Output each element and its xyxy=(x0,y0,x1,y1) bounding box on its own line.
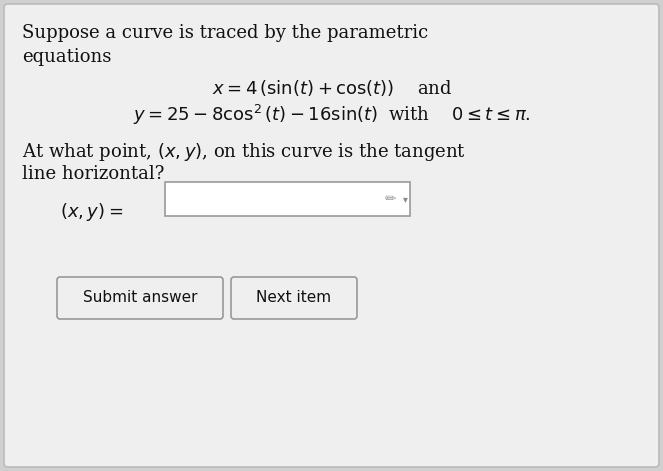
Text: At what point, $(x, y)$, on this curve is the tangent: At what point, $(x, y)$, on this curve i… xyxy=(22,141,466,163)
Text: line horizontal?: line horizontal? xyxy=(22,165,164,183)
Text: $y = 25 - 8\cos^2(t) - 16\sin(t)\;$ with $\quad 0 \leq t \leq \pi.$: $y = 25 - 8\cos^2(t) - 16\sin(t)\;$ with… xyxy=(133,103,531,127)
FancyBboxPatch shape xyxy=(231,277,357,319)
Text: $(x, y) =$: $(x, y) =$ xyxy=(60,201,123,223)
Text: equations: equations xyxy=(22,48,111,66)
FancyBboxPatch shape xyxy=(165,182,410,216)
Text: ▾: ▾ xyxy=(402,194,408,204)
Text: Submit answer: Submit answer xyxy=(83,291,198,306)
Text: Suppose a curve is traced by the parametric: Suppose a curve is traced by the paramet… xyxy=(22,24,428,42)
FancyBboxPatch shape xyxy=(57,277,223,319)
Text: ✏: ✏ xyxy=(384,192,396,206)
Text: $x = 4\,(\sin(t) + \cos(t))\quad$ and: $x = 4\,(\sin(t) + \cos(t))\quad$ and xyxy=(211,78,452,98)
Text: Next item: Next item xyxy=(257,291,332,306)
FancyBboxPatch shape xyxy=(4,4,659,467)
